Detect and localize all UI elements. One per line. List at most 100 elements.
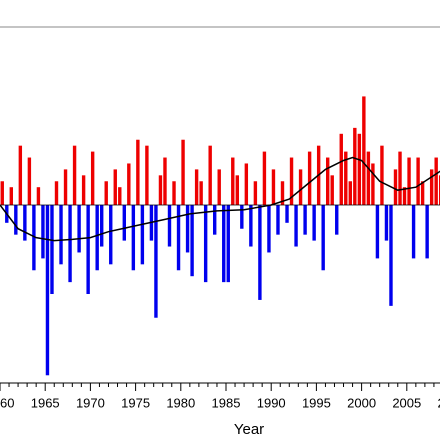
bar — [154, 205, 158, 318]
bar — [244, 163, 249, 205]
bar — [217, 169, 221, 205]
bar — [357, 133, 362, 205]
bar — [158, 175, 163, 205]
bar — [298, 169, 303, 205]
bar — [303, 205, 307, 235]
bar — [199, 181, 203, 205]
x-tick-label: 1975 — [121, 395, 150, 410]
bar — [321, 205, 325, 271]
bar — [194, 169, 199, 205]
bar — [41, 205, 45, 259]
x-axis-label: Year — [234, 421, 264, 438]
bar — [240, 205, 244, 229]
bar — [163, 157, 167, 205]
bar — [262, 151, 267, 205]
bar — [54, 181, 59, 205]
bar — [393, 169, 398, 205]
bar — [167, 205, 172, 247]
bar — [407, 157, 411, 205]
bar — [100, 205, 104, 247]
bar — [23, 205, 27, 241]
bar — [402, 187, 407, 205]
bar — [330, 175, 334, 205]
bar — [353, 127, 357, 205]
bar — [362, 96, 366, 205]
bar — [312, 205, 316, 241]
bar — [176, 205, 181, 271]
bar — [276, 205, 280, 235]
x-tick-label: 1980 — [166, 395, 195, 410]
bar — [434, 157, 438, 205]
bar — [9, 187, 13, 205]
bar — [95, 205, 99, 271]
bar — [425, 205, 429, 259]
bar — [32, 205, 36, 271]
bar — [59, 205, 63, 265]
bar — [366, 151, 371, 205]
bar — [127, 163, 131, 205]
x-tick-label: 2005 — [392, 395, 421, 410]
bar — [190, 205, 194, 277]
bar — [36, 187, 41, 205]
x-tick-label: 2010 — [438, 395, 440, 410]
bar — [420, 181, 425, 205]
x-tick-label: 1970 — [76, 395, 105, 410]
bar — [63, 169, 68, 205]
bar — [326, 157, 330, 205]
bar — [213, 205, 217, 235]
bar — [208, 145, 212, 205]
bar — [136, 139, 140, 205]
bar — [77, 205, 81, 253]
bar — [253, 181, 258, 205]
bar — [72, 145, 77, 205]
bar — [90, 151, 95, 205]
bar — [389, 205, 393, 306]
bar — [203, 205, 208, 283]
bar — [14, 205, 18, 235]
bar — [18, 145, 23, 205]
bar — [118, 187, 122, 205]
bar — [231, 157, 235, 205]
bar — [109, 205, 113, 265]
x-tick-label: 1985 — [212, 395, 241, 410]
bar — [380, 145, 384, 205]
bar — [398, 151, 402, 205]
bar — [104, 181, 108, 205]
bar — [384, 205, 389, 241]
bar — [285, 205, 289, 223]
bar — [145, 145, 149, 205]
bar — [27, 157, 32, 205]
bar — [249, 205, 253, 247]
bar — [131, 205, 136, 271]
bar — [411, 205, 416, 259]
bar — [81, 175, 86, 205]
bar — [0, 181, 4, 205]
bar — [258, 205, 262, 300]
bar — [50, 205, 54, 294]
bar — [226, 205, 230, 283]
bar — [289, 157, 294, 205]
x-tick-label: 1965 — [31, 395, 60, 410]
bar — [113, 169, 117, 205]
bar — [339, 133, 343, 205]
bar — [280, 181, 285, 205]
bar — [429, 169, 434, 205]
bar — [335, 205, 339, 235]
bar — [140, 205, 145, 265]
bar — [375, 205, 380, 259]
bar — [86, 205, 90, 294]
bar — [122, 205, 126, 241]
bar — [185, 205, 190, 253]
bar — [172, 181, 176, 205]
x-tick-label: 1960 — [0, 395, 14, 410]
x-tick-label: 2000 — [347, 395, 376, 410]
bar — [235, 175, 239, 205]
bar — [181, 139, 185, 205]
trend-line — [0, 156, 440, 242]
bar — [294, 205, 298, 247]
bar — [45, 205, 50, 376]
bar — [267, 205, 271, 253]
bar — [307, 151, 312, 205]
bar — [271, 169, 276, 205]
